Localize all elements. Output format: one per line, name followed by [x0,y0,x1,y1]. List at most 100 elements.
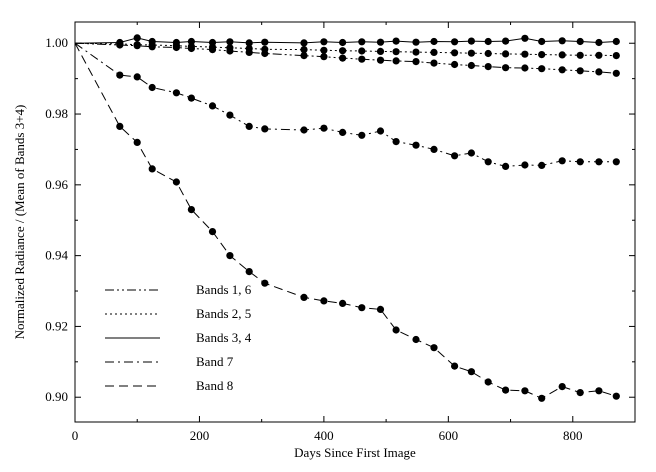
data-point [538,37,546,46]
data-point [502,64,510,72]
data-point [451,362,459,370]
data-point [300,39,308,47]
data-point [392,138,400,146]
data-point [226,111,234,119]
data-point [133,41,141,49]
data-point [133,34,141,42]
data-point [595,68,603,76]
data-point [226,44,234,52]
data-point [576,37,584,46]
data-point [484,37,492,46]
data-point [467,61,475,70]
data-point [300,126,308,134]
data-point [412,48,420,56]
data-point [320,53,328,61]
y-tick-label: 0.94 [45,248,68,263]
data-point [358,304,366,312]
data-point [576,389,584,397]
data-point [116,38,124,47]
plot-frame [74,21,636,423]
data-point [133,138,141,146]
data-point [612,37,620,46]
data-point [376,47,385,56]
data-point [187,94,195,102]
data-point [430,59,438,67]
data-point [521,50,529,58]
data-point [376,56,385,64]
data-point [451,38,459,46]
data-point [339,38,347,47]
legend-label: Band 7 [196,354,234,369]
data-point [358,47,366,55]
data-point [392,48,400,56]
data-point [339,128,347,136]
data-point [467,49,475,57]
data-point [467,368,475,376]
data-point [261,38,269,46]
data-point [502,162,510,170]
series-line [74,42,617,399]
legend-label: Band 8 [196,378,233,393]
data-point [300,46,308,54]
data-point [208,38,217,47]
data-point [595,51,603,59]
data-point [521,34,529,42]
data-point [430,145,438,153]
data-point [595,38,603,47]
axis-ticks: 0 200 400 600 800 0.90 0.92 0.94 0.96 0.98 1.00 [45,22,635,443]
data-point [484,378,492,386]
data-point [451,49,459,57]
data-point [261,279,269,287]
data-point [521,64,529,72]
data-point [358,131,366,139]
data-point [521,161,529,169]
data-point [538,394,546,402]
data-point [148,37,156,46]
y-tick-label: 0.98 [45,106,68,121]
data-point [226,38,234,46]
x-tick-label: 600 [439,428,459,443]
data-point [576,51,584,59]
data-point [576,67,584,75]
data-point [521,387,529,395]
x-axis-label: Days Since First Image [294,445,416,460]
data-point [595,158,603,166]
data-point [467,149,475,157]
legend: Bands 1, 6 Bands 2, 5 Bands 3, 4 Band 7 Band… [105,282,252,393]
data-point [376,38,385,46]
data-point [467,37,475,45]
data-point [208,102,217,110]
data-point [451,60,459,69]
data-point [430,37,438,46]
data-point [558,66,566,74]
y-tick-label: 0.90 [45,389,68,404]
data-point [245,39,253,47]
data-point [320,46,328,54]
x-tick-label: 200 [190,428,210,443]
series-line [74,37,617,44]
data-point [484,49,492,58]
data-point [376,305,385,313]
data-point [502,50,510,58]
data-point [245,122,253,130]
y-tick-label: 1.00 [45,35,68,50]
y-tick-label: 0.92 [45,318,68,333]
data-point [261,125,269,133]
data-point [187,206,195,214]
data-point [612,69,620,77]
data-point [558,157,566,165]
data-point [320,297,328,305]
data-point [300,52,308,60]
data-point [320,124,328,132]
data-point [116,71,124,79]
data-point [245,268,253,276]
data-point [339,299,347,307]
legend-label: Bands 2, 5 [196,306,251,321]
y-axis-label: Normalized Radiance / (Mean of Bands 3+4… [12,105,27,340]
x-tick-label: 0 [72,428,79,443]
series-line [74,42,617,57]
data-point [133,73,141,81]
x-tick-label: 400 [314,428,334,443]
data-point [502,386,510,394]
